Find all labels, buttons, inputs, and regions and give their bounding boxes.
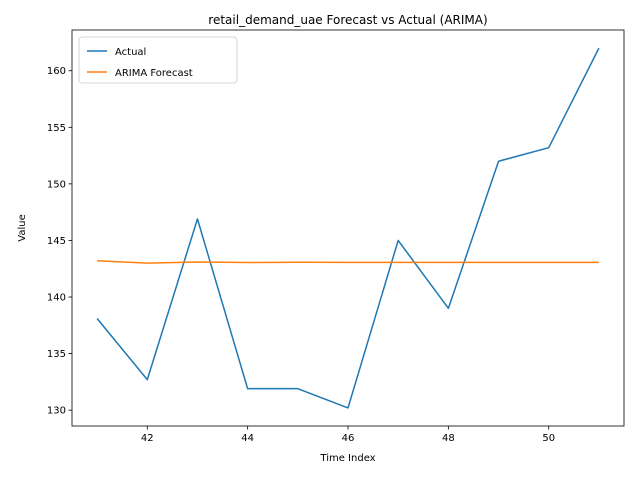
x-tick-label: 42 xyxy=(141,433,154,444)
x-tick-label: 44 xyxy=(241,433,254,444)
y-tick-label: 160 xyxy=(47,66,66,77)
x-axis: 42 44 46 48 50 xyxy=(141,426,555,444)
x-tick-label: 48 xyxy=(442,433,455,444)
y-tick-label: 145 xyxy=(47,236,66,247)
y-tick-label: 150 xyxy=(47,179,66,190)
legend-label: Actual xyxy=(115,47,146,58)
y-tick-label: 155 xyxy=(47,123,66,134)
y-tick-label: 140 xyxy=(47,293,66,304)
series-line-arima-forecast xyxy=(97,260,599,264)
legend-label: ARIMA Forecast xyxy=(115,68,193,79)
y-tick-label: 130 xyxy=(47,406,66,417)
y-tick-label: 135 xyxy=(47,349,66,360)
y-axis: 130 135 140 145 150 155 160 xyxy=(47,66,72,417)
legend-box xyxy=(78,36,238,84)
x-tick-label: 46 xyxy=(342,433,355,444)
x-axis-label: Time Index xyxy=(319,453,375,464)
x-tick-label: 50 xyxy=(542,433,555,444)
series-layer xyxy=(96,47,600,409)
series-line-actual xyxy=(96,47,600,409)
y-axis-label: Value xyxy=(17,214,28,241)
legend: Actual ARIMA Forecast xyxy=(78,36,238,84)
chart-title: retail_demand_uae Forecast vs Actual (AR… xyxy=(208,13,487,27)
